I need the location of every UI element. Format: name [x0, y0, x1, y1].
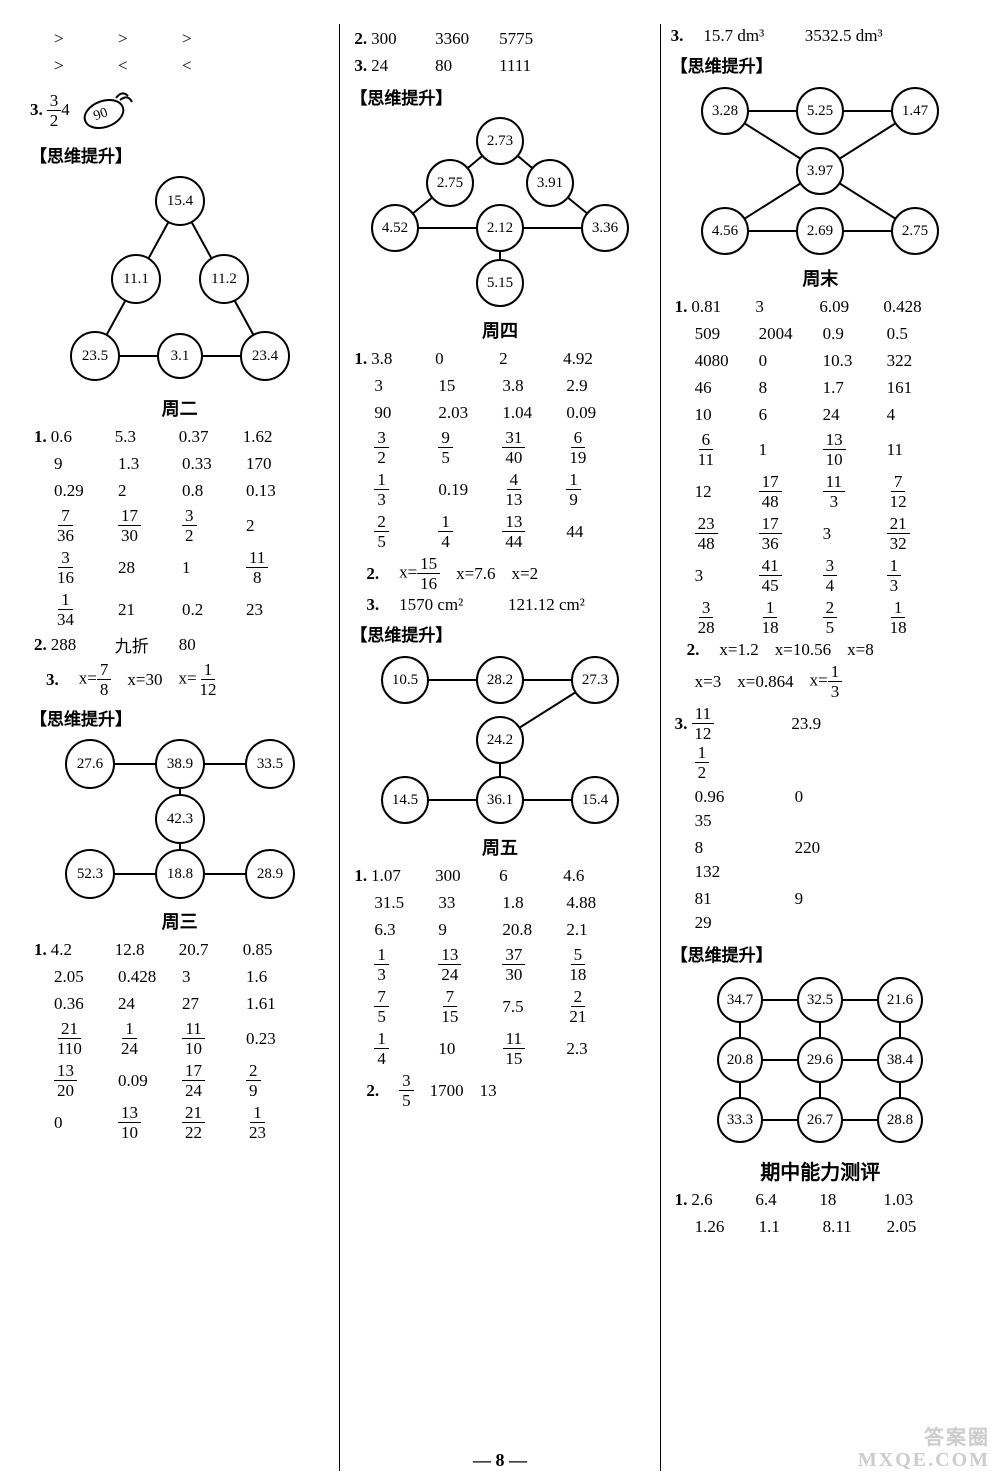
svg-text:24.2: 24.2: [487, 732, 513, 748]
triangle-graph: 15.4 11.1 11.2 23.5 3.1 23.4: [50, 171, 310, 391]
frac-den: 2: [47, 111, 62, 129]
svg-text:42.3: 42.3: [167, 811, 193, 827]
svg-text:4.56: 4.56: [712, 223, 739, 239]
svg-text:5.15: 5.15: [487, 275, 513, 291]
section-tishen: 【思维提升】: [30, 142, 329, 167]
svg-text:2.12: 2.12: [487, 220, 513, 236]
cmp-row: > > >: [54, 27, 329, 51]
watermark: 答案圈MXQE.COM: [858, 1427, 990, 1471]
day-label: 周五: [350, 834, 649, 860]
c2-t4q3: 3. 1570 cm² 121.12 cm²: [366, 595, 649, 615]
c3-tw3: 3. 1112 23.9 12 0.96035 8220132 81929: [671, 704, 970, 935]
svg-text:18.8: 18.8: [167, 866, 193, 882]
svg-text:52.3: 52.3: [77, 866, 103, 882]
svg-text:11.2: 11.2: [211, 271, 237, 287]
c3-tw1: 1. 0.8136.090.428 50920040.90.5 4080010.…: [671, 295, 970, 637]
section-tishen: 【思维提升】: [350, 621, 649, 646]
day-label: 周二: [30, 395, 329, 421]
svg-text:36.1: 36.1: [487, 792, 513, 808]
day-label: 周末: [671, 265, 970, 291]
c2-graph1: 2.73 2.75 3.91 4.52 2.12 3.36 5.15: [360, 113, 640, 313]
z-graph: 10.5 28.2 27.3 24.2 14.5 36.1 15.4: [360, 650, 640, 830]
svg-text:4.52: 4.52: [382, 220, 408, 236]
svg-text:3.1: 3.1: [170, 348, 189, 364]
val: 4: [61, 100, 70, 120]
svg-text:28.2: 28.2: [487, 672, 513, 688]
svg-text:38.4: 38.4: [887, 1052, 914, 1068]
svg-text:3.97: 3.97: [807, 163, 834, 179]
day-label: 周三: [30, 908, 329, 934]
column-2: 2. 30033605775 3. 24801111 【思维提升】 2.73 2…: [339, 24, 660, 1471]
svg-text:34.7: 34.7: [727, 992, 754, 1008]
c1-t2q3: 3. x=78 x=30 x=112: [46, 660, 329, 699]
svg-text:27.3: 27.3: [582, 672, 608, 688]
svg-text:32.5: 32.5: [807, 992, 833, 1008]
section-tishen: 【思维提升】: [671, 52, 970, 77]
c1-q3: 3. 32 4 90: [30, 84, 329, 136]
c1-t3q1: 1. 4.212.820.70.85 2.050.42831.6 0.36242…: [30, 938, 329, 1142]
carrot-icon: 90: [76, 84, 136, 136]
svg-text:27.6: 27.6: [77, 756, 104, 772]
svg-text:38.9: 38.9: [167, 756, 193, 772]
svg-text:33.5: 33.5: [257, 756, 283, 772]
svg-text:11.1: 11.1: [123, 271, 149, 287]
cmp: >: [118, 27, 182, 51]
section-tishen: 【思维提升】: [350, 84, 649, 109]
c3-q3: 3. 15.7 dm³ 3532.5 dm³: [671, 26, 970, 46]
svg-text:29.6: 29.6: [807, 1052, 834, 1068]
svg-text:3.36: 3.36: [592, 220, 619, 236]
cmp: <: [118, 54, 182, 78]
c3-tw2b: x=3 x=0.864 x=13: [695, 662, 970, 701]
column-3: 3. 15.7 dm³ 3532.5 dm³ 【思维提升】 3.28 5.25 …: [661, 24, 970, 1471]
c2-t5q2: 2. 35 170013: [366, 1071, 649, 1110]
svg-text:28.8: 28.8: [887, 1112, 913, 1128]
day-label: 周四: [350, 317, 649, 343]
c2-t4q2: 2. x=1516 x=7.6 x=2: [366, 554, 649, 593]
svg-text:21.6: 21.6: [887, 992, 914, 1008]
svg-text:3.91: 3.91: [537, 175, 563, 191]
c2-t5q1: 1. 1.0730064.6 31.5331.84.88 6.3920.82.1…: [350, 864, 649, 1068]
svg-text:23.5: 23.5: [82, 348, 108, 364]
svg-text:5.25: 5.25: [807, 103, 833, 119]
svg-text:2.75: 2.75: [902, 223, 928, 239]
svg-text:3.28: 3.28: [712, 103, 738, 119]
c1-t2q2: 2. 288九折80: [54, 632, 329, 657]
grid9-graph: 34.7 32.5 21.6 20.8 29.6 38.4 33.3 26.7 28.8: [700, 970, 940, 1150]
svg-text:33.3: 33.3: [727, 1112, 753, 1128]
c1-t2q1: 1. 0.65.30.371.62 91.30.33170 0.2920.80.…: [30, 425, 329, 629]
i-graph: 27.6 38.9 33.5 42.3 52.3 18.8 28.9: [50, 734, 310, 904]
midterm-title: 期中能力测评: [671, 1156, 970, 1185]
x-graph: 3.28 5.25 1.47 3.97 4.56 2.69 2.75: [680, 81, 960, 261]
svg-text:2.75: 2.75: [437, 175, 463, 191]
cmp: >: [54, 54, 118, 78]
svg-text:28.9: 28.9: [257, 866, 283, 882]
section-tishen: 【思维提升】: [671, 941, 970, 966]
svg-text:15.4: 15.4: [167, 193, 194, 209]
cmp: <: [182, 54, 246, 78]
svg-text:2.73: 2.73: [487, 133, 513, 149]
svg-text:1.47: 1.47: [902, 103, 929, 119]
svg-text:20.8: 20.8: [727, 1052, 753, 1068]
svg-text:14.5: 14.5: [392, 792, 418, 808]
section-tishen: 【思维提升】: [30, 705, 329, 730]
cmp: >: [54, 27, 118, 51]
column-1: > > > > < < 3. 32 4 90 【思维提升】: [30, 24, 339, 1471]
svg-text:23.4: 23.4: [252, 348, 279, 364]
c2-q3: 3. 24801111: [374, 54, 649, 78]
cmp-row: > < <: [54, 54, 329, 78]
c2-t4q1: 1. 3.8024.92 3153.82.9 902.031.040.09 32…: [350, 347, 649, 551]
c2-q2: 2. 30033605775: [374, 27, 649, 51]
svg-text:15.4: 15.4: [582, 792, 609, 808]
svg-text:26.7: 26.7: [807, 1112, 834, 1128]
svg-text:2.69: 2.69: [807, 223, 833, 239]
cmp: >: [182, 27, 246, 51]
c3-tw2a: 2. x=1.2 x=10.56 x=8: [687, 640, 970, 660]
frac-num: 3: [47, 92, 62, 111]
page-number: — 8 —: [0, 1450, 1000, 1471]
svg-text:10.5: 10.5: [392, 672, 418, 688]
